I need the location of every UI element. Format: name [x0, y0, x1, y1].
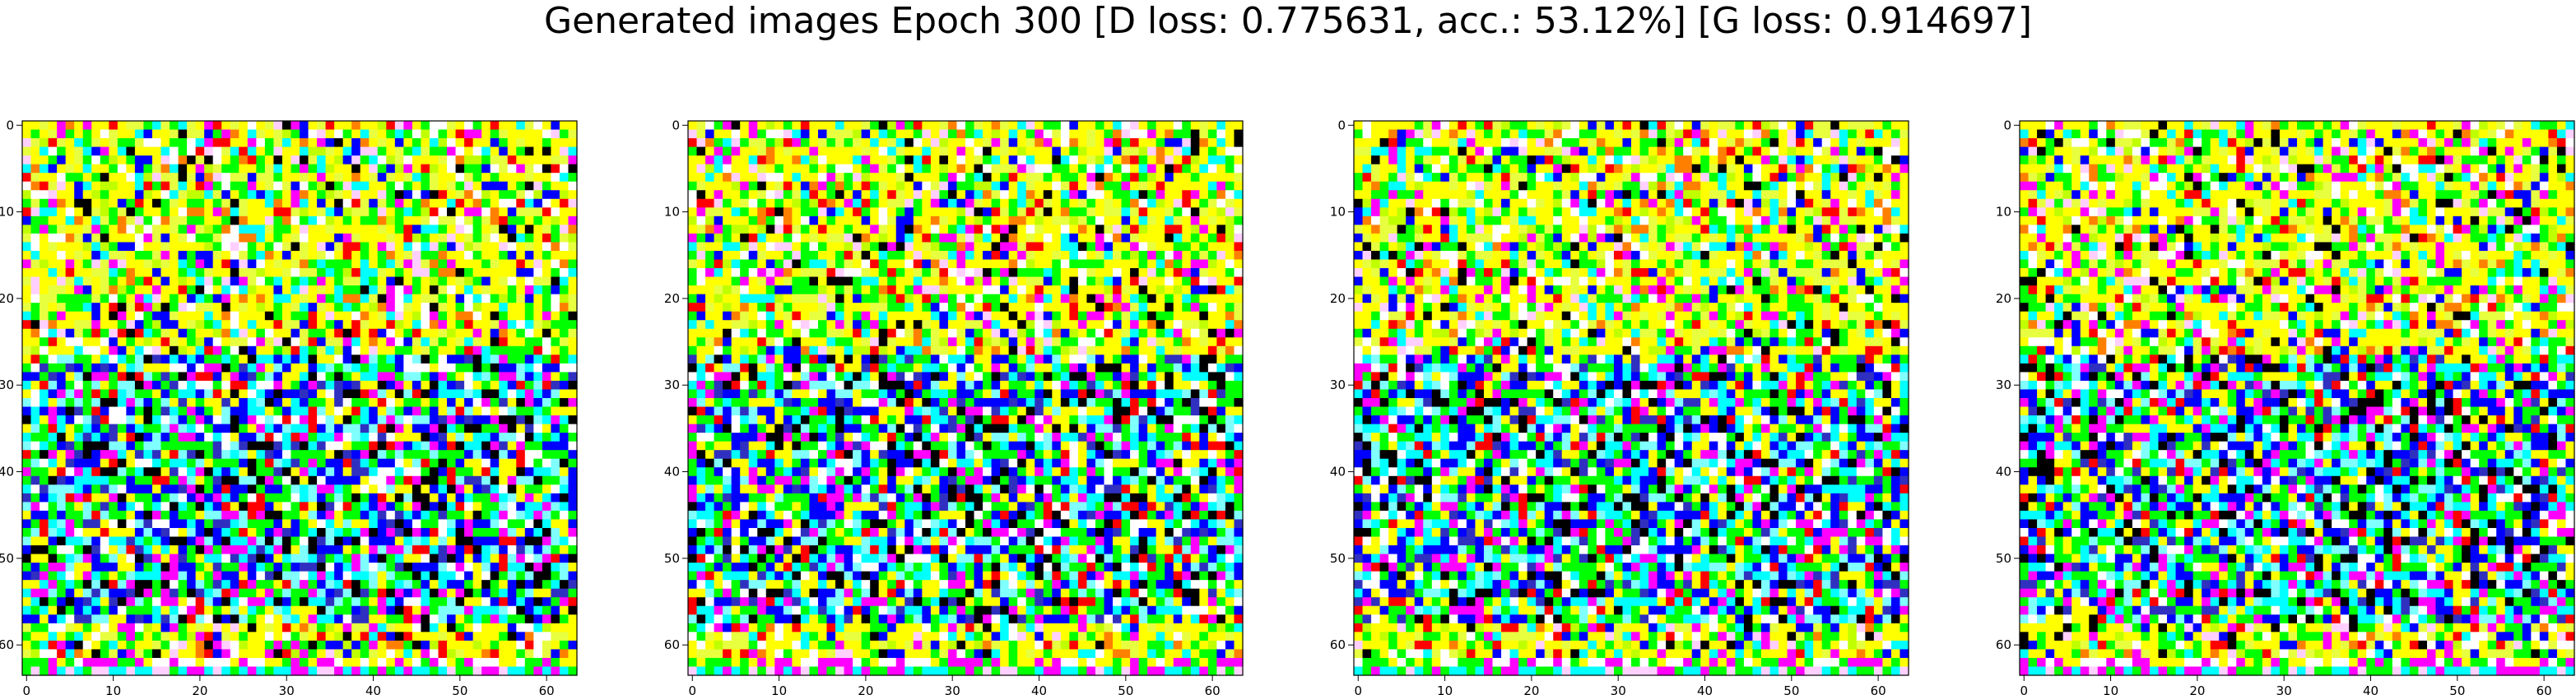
- x-tick-label: 0: [688, 683, 696, 695]
- y-tick-label: 50: [1996, 551, 2011, 566]
- y-tick-label: 30: [0, 378, 14, 392]
- y-tick-label: 0: [1337, 118, 1346, 132]
- x-tick-label: 20: [2189, 683, 2205, 695]
- y-tick-label: 60: [0, 637, 14, 652]
- y-tick-label: 40: [1330, 465, 1346, 480]
- x-tick-label: 60: [2536, 683, 2552, 695]
- y-tick-label: 60: [1330, 637, 1346, 652]
- y-tick-label: 0: [2003, 118, 2011, 132]
- y-tick-label: 10: [1330, 205, 1346, 220]
- y-tick-label: 40: [1996, 465, 2011, 480]
- x-tick-label: 10: [771, 683, 787, 695]
- x-tick-label: 50: [1783, 683, 1799, 695]
- x-tick-label: 60: [1205, 683, 1221, 695]
- y-tick-label: 20: [664, 291, 680, 306]
- y-tick-label: 50: [664, 551, 680, 566]
- generated-image-panel-4: 0 10 20 30 40 50 60 0 10 20 30 40 50 60: [1996, 118, 2575, 695]
- x-tick-label: 50: [1118, 683, 1133, 695]
- y-tick-label: 40: [664, 465, 680, 480]
- x-tick-label: 40: [1697, 683, 1713, 695]
- y-tick-label: 30: [664, 378, 680, 392]
- x-tick-label: 0: [22, 683, 30, 695]
- y-tick-label: 50: [0, 551, 14, 566]
- x-tick-label: 30: [945, 683, 960, 695]
- y-tick-label: 10: [0, 205, 14, 220]
- x-tick-label: 50: [452, 683, 467, 695]
- y-tick-label: 30: [1330, 378, 1346, 392]
- y-tick-label: 0: [672, 118, 680, 132]
- x-tick-label: 20: [1523, 683, 1539, 695]
- x-tick-label: 30: [279, 683, 295, 695]
- y-tick-label: 40: [0, 465, 14, 480]
- x-tick-label: 0: [1354, 683, 1362, 695]
- x-tick-label: 60: [539, 683, 555, 695]
- y-tick-label: 60: [664, 637, 680, 652]
- x-tick-label: 0: [2020, 683, 2028, 695]
- x-tick-label: 40: [2363, 683, 2378, 695]
- x-tick-label: 10: [1437, 683, 1453, 695]
- y-tick-label: 60: [1996, 637, 2011, 652]
- y-tick-label: 20: [0, 291, 14, 306]
- x-tick-label: 20: [858, 683, 873, 695]
- x-tick-label: 30: [1611, 683, 1626, 695]
- x-tick-label: 60: [1871, 683, 1886, 695]
- y-tick-label: 50: [1330, 551, 1346, 566]
- y-tick-label: 0: [6, 118, 14, 132]
- generated-image-panel-2: 0 10 20 30 40 50 60 0 10 20 30 40 50 60: [664, 118, 1244, 695]
- x-tick-label: 20: [192, 683, 207, 695]
- y-tick-label: 10: [1996, 205, 2011, 220]
- y-tick-label: 20: [1996, 291, 2011, 306]
- x-tick-label: 30: [2276, 683, 2292, 695]
- y-tick-label: 10: [664, 205, 680, 220]
- generated-image-panel-1: 0 10 20 30 40 50 60 0 10 20 30 40 50 60: [0, 118, 578, 695]
- x-tick-label: 10: [105, 683, 121, 695]
- generated-image-panel-3: 0 10 20 30 40 50 60 0 10 20 30 40 50 60: [1330, 118, 1909, 695]
- x-tick-label: 10: [2103, 683, 2118, 695]
- noise-image: [688, 121, 1244, 676]
- noise-image: [2020, 121, 2575, 676]
- noise-image: [22, 121, 578, 676]
- y-tick-label: 20: [1330, 291, 1346, 306]
- x-tick-label: 40: [1031, 683, 1047, 695]
- x-tick-label: 40: [365, 683, 381, 695]
- noise-image: [1354, 121, 1909, 676]
- x-tick-label: 50: [2449, 683, 2465, 695]
- y-tick-label: 30: [1996, 378, 2011, 392]
